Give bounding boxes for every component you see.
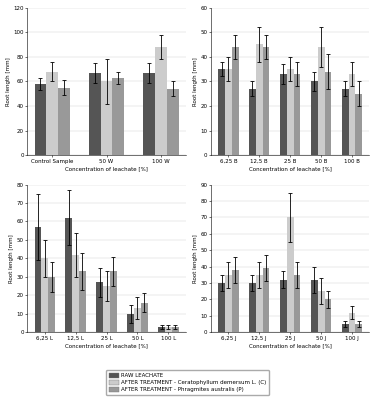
Bar <box>249 283 256 332</box>
Bar <box>141 303 148 332</box>
Bar <box>158 327 165 332</box>
Bar <box>256 275 263 332</box>
Bar <box>287 217 294 332</box>
Bar <box>263 47 270 155</box>
Bar <box>46 72 58 155</box>
Bar <box>58 88 70 155</box>
X-axis label: Concentration of leachate [%]: Concentration of leachate [%] <box>65 166 148 172</box>
Bar <box>342 324 349 332</box>
Bar <box>48 277 55 332</box>
Bar <box>34 84 46 155</box>
Bar <box>342 89 349 155</box>
X-axis label: Concentration of leachate [%]: Concentration of leachate [%] <box>249 166 332 172</box>
Bar <box>218 69 225 155</box>
Bar <box>294 275 300 332</box>
Bar <box>41 258 48 332</box>
Bar <box>356 94 362 155</box>
Bar <box>218 283 225 332</box>
Bar <box>280 74 287 155</box>
Bar <box>318 47 324 155</box>
Bar <box>79 271 86 332</box>
Bar <box>112 78 125 155</box>
Bar <box>324 299 332 332</box>
Bar <box>232 47 238 155</box>
Bar <box>172 327 178 332</box>
Y-axis label: Root length [mm]: Root length [mm] <box>193 234 198 283</box>
Bar <box>311 81 318 155</box>
Bar <box>103 286 110 332</box>
Bar <box>134 308 141 332</box>
Bar <box>72 255 79 332</box>
Bar <box>100 81 112 155</box>
Bar <box>110 271 117 332</box>
X-axis label: Concentration of leachate [%]: Concentration of leachate [%] <box>65 344 148 348</box>
X-axis label: Concentration of leachate [%]: Concentration of leachate [%] <box>249 344 332 348</box>
Legend: RAW LEACHATE, AFTER TREATMENT - Ceratophyllum demersum L. (C), AFTER TREATMENT -: RAW LEACHATE, AFTER TREATMENT - Ceratoph… <box>106 370 269 395</box>
Bar <box>249 89 256 155</box>
Y-axis label: Root length [mm]: Root length [mm] <box>9 234 14 283</box>
Bar <box>263 268 270 332</box>
Bar <box>280 280 287 332</box>
Bar <box>88 73 101 155</box>
Bar <box>155 47 166 155</box>
Bar <box>349 312 355 332</box>
Bar <box>143 73 155 155</box>
Bar <box>166 89 178 155</box>
Bar <box>127 314 134 332</box>
Bar <box>349 74 355 155</box>
Bar <box>287 69 294 155</box>
Bar <box>294 74 300 155</box>
Bar <box>318 291 324 332</box>
Bar <box>311 280 318 332</box>
Bar <box>256 44 263 155</box>
Bar <box>96 282 103 332</box>
Bar <box>34 227 41 332</box>
Bar <box>232 270 238 332</box>
Bar <box>324 72 332 155</box>
Bar <box>225 275 232 332</box>
Y-axis label: Root length [mm]: Root length [mm] <box>6 57 10 106</box>
Bar <box>65 218 72 332</box>
Bar <box>225 69 232 155</box>
Bar <box>356 324 362 332</box>
Y-axis label: Root length [mm]: Root length [mm] <box>193 57 198 106</box>
Bar <box>165 327 172 332</box>
